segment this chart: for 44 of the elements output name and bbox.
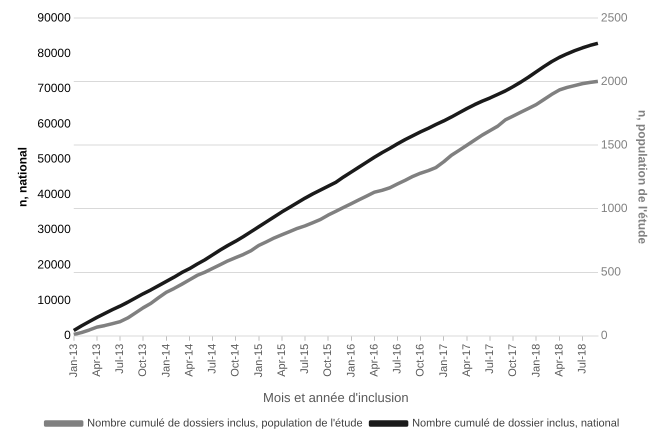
legend-label: Nombre cumulé de dossiers inclus, population de l'étude (87, 418, 363, 430)
y2-tick-label: 2000 (600, 74, 628, 88)
x-tick-label: Apr-15 (276, 344, 288, 377)
x-tick-label: Oct-17 (507, 344, 520, 377)
x-axis-title: Mois et année d'inclusion (263, 390, 409, 405)
y-tick-label: 50000 (37, 152, 72, 166)
y-tick-label: 90000 (37, 10, 72, 25)
y2-axis-title: n, population de l'étude (635, 110, 650, 244)
y2-tick-label: 2500 (600, 10, 628, 25)
y2-tick-label: 1000 (600, 201, 628, 216)
x-tick-label: Oct-16 (414, 344, 427, 377)
x-tick-label: Oct-14 (230, 344, 242, 377)
x-tick-label: Jul-15 (299, 344, 312, 374)
x-tick-label: Jan-15 (252, 344, 265, 378)
y-tick-label: 80000 (37, 46, 72, 60)
x-tick-label: Apr-17 (460, 344, 473, 377)
x-tick-label: Jan-14 (160, 344, 172, 378)
legend-label: Nombre cumulé de dossier inclus, national (412, 418, 620, 430)
y-axis-title: n, national (16, 146, 30, 207)
x-tick-label: Jul-14 (206, 344, 219, 374)
x-tick-label: Apr-14 (183, 344, 196, 377)
y2-tick-label: 1500 (600, 138, 628, 152)
y-tick-label: 30000 (37, 222, 72, 236)
x-tick-label: Jan-13 (68, 344, 80, 378)
y-tick-label: 70000 (37, 81, 72, 96)
x-tick-label: Apr-16 (368, 344, 380, 377)
x-tick-label: Jan-16 (345, 344, 358, 378)
x-tick-label: Oct-15 (322, 344, 334, 377)
x-tick-label: Apr-13 (90, 344, 103, 377)
y-tick-label: 40000 (37, 186, 72, 201)
y-tick-label: 0 (64, 328, 72, 342)
x-tick-label: Jan-18 (530, 344, 542, 378)
x-tick-label: Apr-18 (553, 344, 566, 377)
x-tick-label: Jul-17 (484, 344, 496, 374)
y2-tick-label: 0 (600, 328, 608, 342)
y2-tick-label: 500 (600, 264, 622, 279)
y-tick-label: 60000 (37, 116, 72, 130)
x-tick-label: Jan-17 (438, 344, 450, 378)
x-tick-label: Jul-16 (392, 344, 404, 374)
y-tick-label: 20000 (37, 258, 72, 272)
y-tick-label: 10000 (37, 292, 72, 307)
x-tick-label: Jul-13 (114, 344, 126, 374)
x-tick-label: Jul-18 (576, 344, 589, 374)
x-tick-label: Oct-13 (137, 344, 150, 377)
